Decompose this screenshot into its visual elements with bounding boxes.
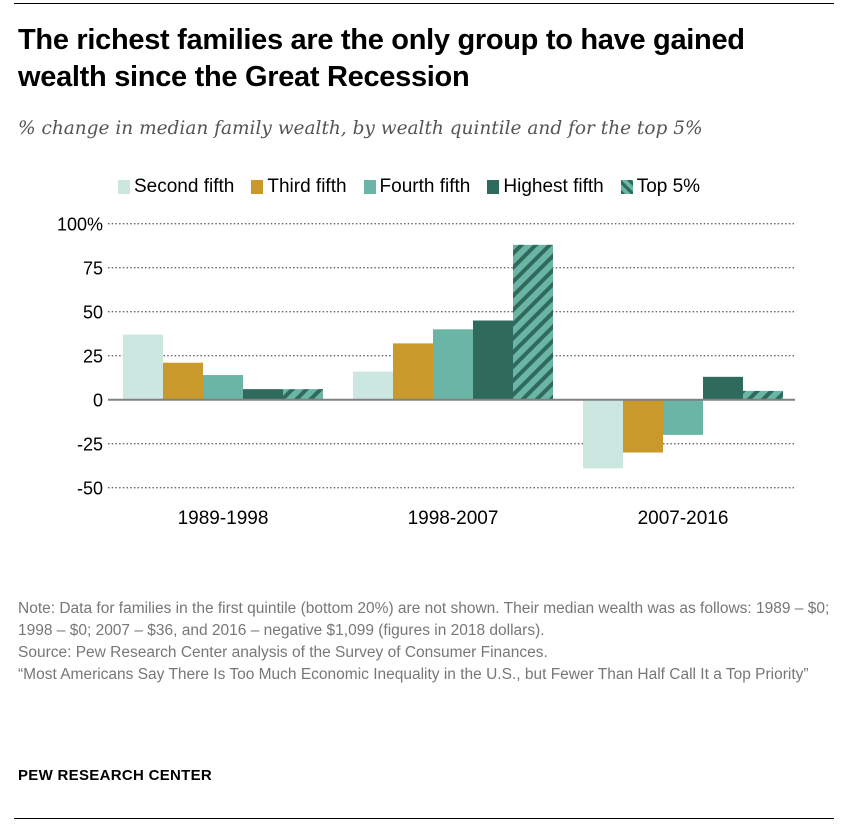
bar-third-fifth [163, 362, 203, 400]
legend-label: Second fifth [134, 176, 235, 197]
x-tick-label: 2007-2016 [638, 508, 729, 529]
legend-label: Fourth fifth [379, 176, 471, 197]
y-tick-label: 0 [93, 391, 103, 411]
bar-third-fifth [623, 399, 663, 453]
bar-highest-fifth [703, 376, 743, 400]
y-tick-label: 100% [57, 215, 103, 235]
chart-title: The richest families are the only group … [18, 24, 745, 93]
source-text: Source: Pew Research Center analysis of … [18, 644, 548, 661]
x-tick-label: 1989-1998 [178, 508, 269, 529]
report-title: “Most Americans Say There Is Too Much Ec… [18, 666, 809, 683]
bar-top-5- [283, 389, 323, 400]
legend-swatch [487, 180, 500, 194]
legend: Second fifth Third fifth Fourth fifth Highe… [118, 176, 700, 198]
bar-fourth-fifth [663, 399, 703, 435]
brand-logo-text: PEW RESEARCH CENTER [18, 767, 213, 784]
legend-label: Third fifth [267, 176, 347, 197]
bar-highest-fifth [243, 389, 283, 400]
legend-swatch [251, 180, 264, 194]
legend-item: Fourth fifth [363, 176, 471, 198]
legend-item: Third fifth [251, 176, 347, 198]
bar-top-5- [513, 244, 553, 400]
bar-top-5- [743, 390, 783, 400]
legend-swatch [620, 180, 633, 194]
bottom-rule [14, 818, 834, 819]
bar-fourth-fifth [433, 329, 473, 400]
bar-chart: 100% 75 50 25 0 -25 -50 1989-1998 1998-2007 2007-… [57, 215, 795, 529]
legend-item: Top 5% [620, 176, 701, 198]
bar-second-fifth [123, 334, 163, 400]
footnotes: Note: Data for families in the first qui… [18, 598, 833, 686]
bar-fourth-fifth [203, 375, 243, 400]
legend-label: Top 5% [636, 176, 701, 197]
y-tick-label: 75 [83, 259, 103, 279]
note-text: Note: Data for families in the first qui… [18, 600, 830, 639]
bar-third-fifth [393, 343, 433, 400]
bar-highest-fifth [473, 320, 513, 400]
y-tick-label: 25 [83, 347, 103, 367]
y-tick-label: 50 [83, 303, 103, 323]
y-tick-label: -50 [77, 479, 103, 499]
chart-subtitle: % change in median family wealth, by wea… [18, 118, 703, 139]
x-tick-label: 1998-2007 [408, 508, 499, 529]
bar-second-fifth [583, 399, 623, 469]
legend-label: Highest fifth [503, 176, 604, 197]
bar-second-fifth [353, 371, 393, 400]
legend-swatch [363, 180, 376, 194]
legend-item: Second fifth [118, 176, 234, 198]
legend-item: Highest fifth [487, 176, 604, 198]
y-tick-label: -25 [77, 435, 103, 455]
legend-swatch [118, 180, 130, 194]
top-rule [14, 3, 834, 4]
